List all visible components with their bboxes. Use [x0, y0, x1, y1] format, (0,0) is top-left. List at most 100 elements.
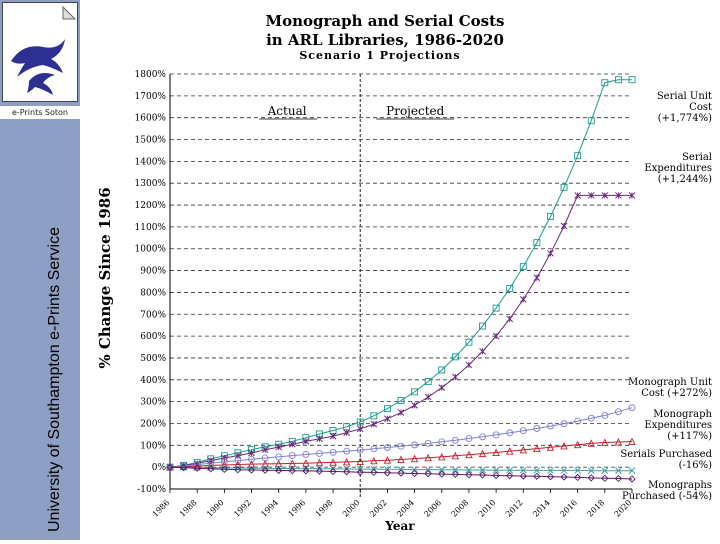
x-tick-label: 2006 — [422, 498, 443, 519]
series-line — [169, 441, 633, 468]
x-tick-label: 1998 — [314, 498, 335, 519]
data-point — [492, 304, 500, 312]
eprints-label: e-Prints Soton — [0, 106, 80, 119]
y-tick-label: 1300% — [135, 179, 167, 189]
data-point — [397, 409, 405, 416]
data-point — [601, 411, 609, 419]
data-point — [547, 249, 554, 257]
data-point — [207, 465, 215, 473]
data-point — [343, 429, 351, 437]
data-point — [397, 469, 405, 477]
series-line — [169, 79, 632, 468]
y-tick-label: 500% — [140, 354, 166, 364]
series-label: Serial Unit — [657, 91, 712, 102]
y-tick-label: 400% — [140, 376, 166, 386]
data-point — [411, 401, 418, 409]
data-point — [342, 457, 351, 466]
data-point — [316, 449, 323, 457]
data-point — [193, 464, 201, 472]
x-tick-label: 2014 — [531, 498, 552, 519]
data-point — [519, 427, 527, 435]
data-point — [384, 415, 391, 423]
logo — [2, 2, 78, 102]
data-point — [220, 454, 228, 462]
data-point — [614, 438, 623, 446]
series-monograph-expenditures — [166, 437, 636, 471]
data-point — [506, 472, 514, 480]
chart: Monograph and Serial Costs in ARL Librar… — [80, 0, 720, 540]
data-point — [275, 466, 283, 475]
data-point — [546, 473, 555, 481]
data-point — [492, 332, 500, 340]
data-point — [560, 441, 568, 450]
data-point — [329, 448, 337, 456]
data-point — [574, 473, 582, 482]
data-point — [533, 239, 541, 247]
data-point — [247, 466, 256, 474]
y-tick-label: 0% — [152, 463, 167, 473]
data-point — [302, 451, 310, 458]
data-point — [587, 467, 595, 475]
data-point — [601, 474, 609, 482]
data-point — [465, 466, 473, 474]
data-point — [478, 449, 487, 458]
region-actual-label: Actual — [267, 104, 307, 118]
data-point — [573, 440, 582, 449]
data-point — [329, 467, 337, 476]
data-point — [628, 404, 636, 412]
y-tick-label: 300% — [140, 398, 166, 408]
x-tick-label: 2018 — [585, 498, 606, 519]
data-point — [587, 439, 595, 447]
data-point — [370, 420, 378, 428]
data-point — [506, 285, 514, 292]
data-point — [601, 192, 609, 199]
data-point — [546, 443, 555, 451]
series-line — [169, 407, 633, 468]
data-point — [614, 76, 622, 84]
data-point — [492, 471, 500, 480]
data-point — [492, 466, 500, 474]
data-point — [248, 449, 255, 457]
data-point — [519, 263, 527, 271]
data-point — [506, 429, 514, 437]
x-tick-label: 2008 — [450, 498, 471, 519]
data-point — [614, 474, 623, 483]
data-point — [533, 472, 541, 480]
data-point — [519, 472, 527, 480]
series-monograph-unit-cost — [166, 404, 636, 471]
series-label: Cost — [689, 102, 712, 113]
x-tick-label: 1994 — [259, 498, 280, 519]
data-point — [628, 76, 636, 84]
data-point — [397, 442, 405, 450]
data-point — [628, 192, 636, 199]
data-point — [370, 412, 378, 420]
series-line — [169, 466, 633, 480]
data-point — [574, 192, 582, 199]
data-point — [465, 338, 473, 346]
data-point — [424, 466, 432, 473]
data-point — [451, 470, 459, 479]
data-point — [166, 463, 174, 471]
series-label: (+117%) — [667, 431, 712, 442]
data-point — [533, 467, 541, 474]
data-point — [424, 453, 432, 462]
data-point — [574, 467, 582, 474]
data-point — [615, 467, 622, 475]
data-point — [438, 466, 446, 474]
data-point — [329, 432, 337, 440]
x-tick-label: 2002 — [368, 498, 389, 519]
data-point — [302, 438, 310, 445]
data-point — [587, 414, 595, 422]
data-point — [411, 466, 418, 473]
data-point — [316, 435, 323, 443]
data-point — [601, 79, 609, 87]
data-point — [478, 471, 487, 479]
data-point — [220, 465, 228, 473]
x-tick-label: 1996 — [287, 498, 308, 519]
data-point — [315, 467, 324, 475]
data-point — [274, 459, 283, 468]
data-point — [560, 183, 568, 191]
data-point — [275, 443, 283, 451]
data-point — [465, 435, 473, 442]
data-point — [383, 456, 392, 464]
